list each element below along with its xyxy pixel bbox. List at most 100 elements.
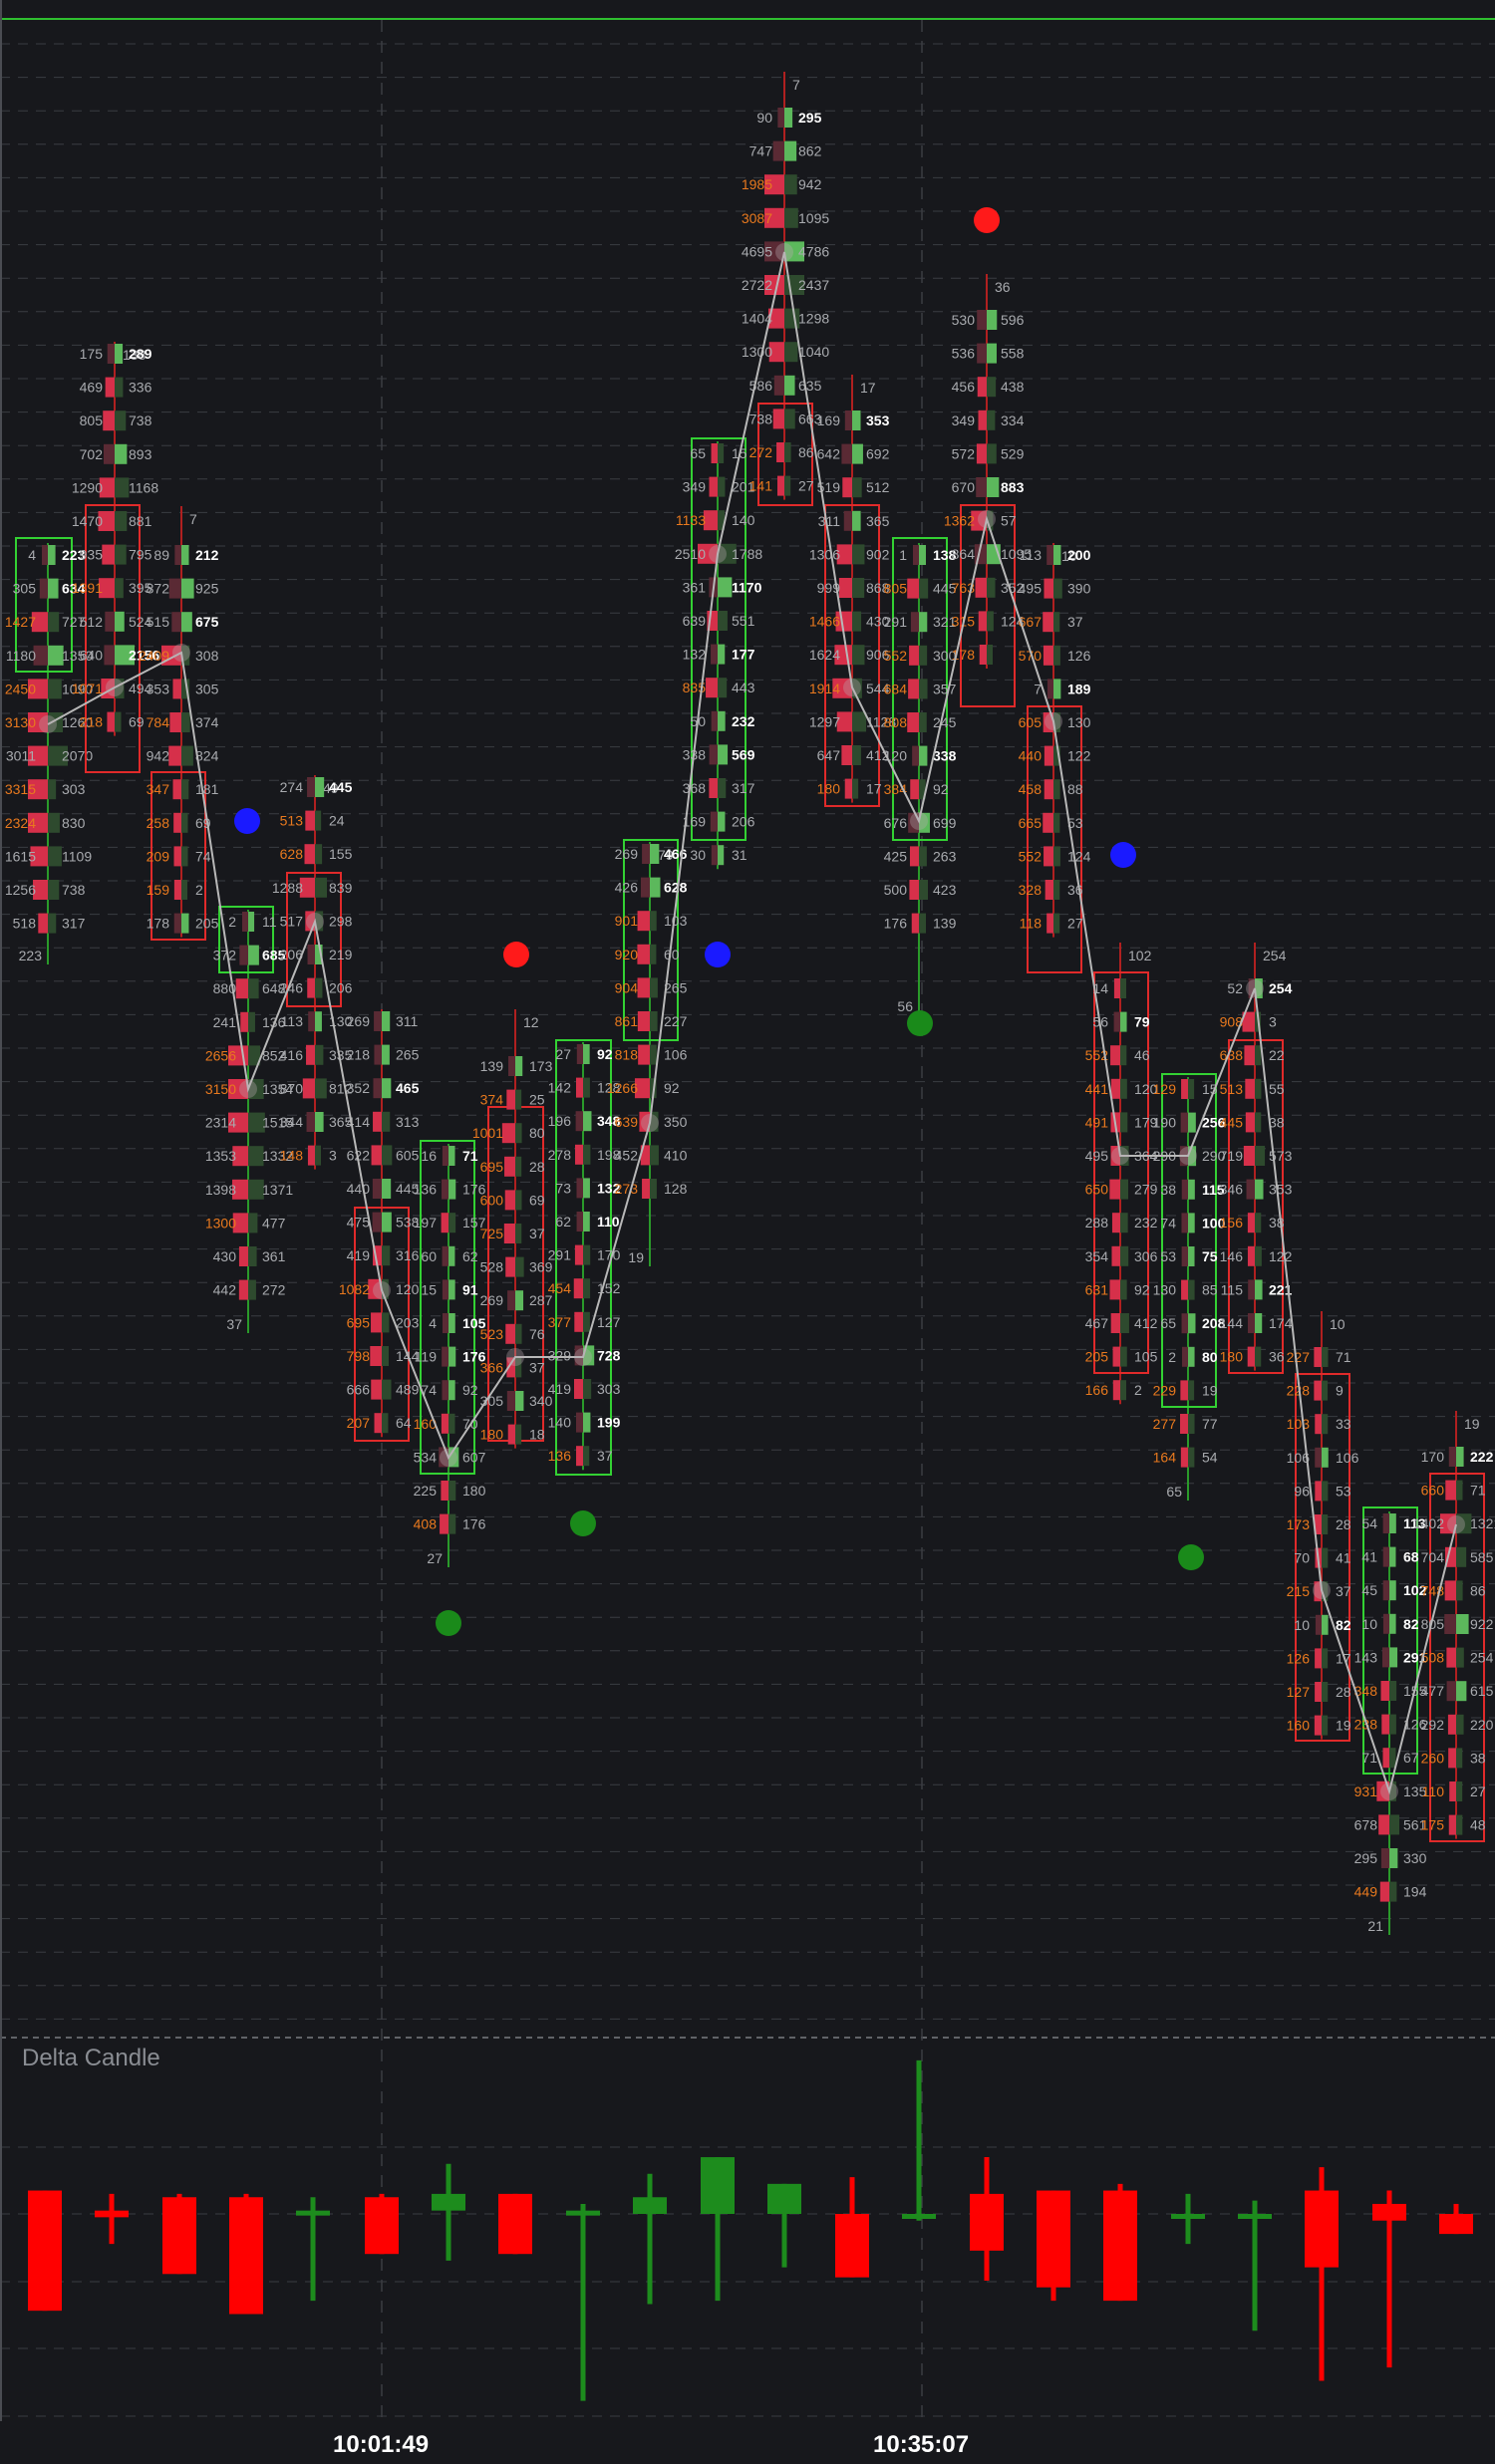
footprint-ask-value: 37 xyxy=(529,1359,545,1375)
bid-volume-bar xyxy=(306,1112,315,1132)
poc-marker xyxy=(1246,979,1264,997)
signal-dot xyxy=(1110,842,1136,868)
bid-volume-bar xyxy=(98,511,115,531)
footprint-top-label: 19 xyxy=(1464,1416,1480,1432)
footprint-bid-value: 408 xyxy=(414,1516,438,1532)
bid-volume-bar xyxy=(373,1111,382,1132)
bid-volume-bar xyxy=(838,578,852,598)
ask-volume-bar xyxy=(1456,1447,1464,1467)
signal-dot xyxy=(1178,1544,1204,1570)
bid-volume-bar xyxy=(711,845,718,866)
ask-volume-bar xyxy=(115,679,125,698)
footprint-ask-value: 2070 xyxy=(62,748,93,764)
ask-volume-bar xyxy=(650,844,660,864)
footprint-bid-value: 920 xyxy=(615,947,639,962)
bid-volume-bar xyxy=(836,544,852,565)
ask-volume-bar xyxy=(515,1156,522,1177)
footprint-bid-value: 1071 xyxy=(72,681,103,696)
bid-volume-bar xyxy=(232,1213,248,1233)
footprint-bid-value: 349 xyxy=(952,412,976,428)
ask-volume-bar xyxy=(48,913,57,934)
bid-volume-bar xyxy=(971,510,987,531)
ask-volume-bar xyxy=(852,778,859,799)
footprint-ask-value: 105 xyxy=(462,1315,486,1331)
footprint-bid-value: 159 xyxy=(147,882,170,898)
bid-volume-bar xyxy=(1382,1513,1389,1533)
footprint-bid-value: 74 xyxy=(421,1382,437,1398)
footprint-bid-value: 160 xyxy=(1287,1718,1311,1734)
bid-volume-bar xyxy=(168,578,181,599)
bid-volume-bar xyxy=(232,1146,248,1167)
ask-volume-bar xyxy=(515,1357,522,1378)
footprint-ask-value: 824 xyxy=(195,748,219,764)
ask-volume-bar xyxy=(1322,1347,1329,1367)
ask-volume-bar xyxy=(181,880,188,900)
bid-volume-bar xyxy=(1046,913,1053,934)
bid-volume-bar xyxy=(308,1011,315,1032)
ask-volume-bar xyxy=(1188,1112,1196,1133)
footprint-bid-value: 500 xyxy=(884,882,908,898)
footprint-ask-value: 57 xyxy=(1001,513,1017,529)
footprint-bid-value: 426 xyxy=(615,880,639,896)
ask-volume-bar xyxy=(181,545,189,565)
footprint-ask-value: 194 xyxy=(1403,1884,1427,1900)
footprint-bid-value: 676 xyxy=(884,815,908,831)
footprint-bid-value: 2 xyxy=(228,914,236,930)
ask-volume-bar xyxy=(1120,1213,1128,1233)
poc-marker xyxy=(172,644,190,662)
footprint-bid-value: 143 xyxy=(1354,1649,1378,1665)
footprint-bid-value: 218 xyxy=(80,714,104,730)
ask-volume-bar xyxy=(515,1290,524,1311)
candle-body-outline xyxy=(420,1140,475,1475)
footprint-ask-value: 102 xyxy=(1403,1582,1427,1598)
footprint-bid-value: 536 xyxy=(952,346,976,362)
bid-volume-bar xyxy=(305,911,315,932)
footprint-bid-value: 118 xyxy=(1020,916,1043,932)
delta-candle-body xyxy=(1037,2190,1070,2288)
ask-volume-bar xyxy=(784,241,804,262)
footprint-bid-value: 349 xyxy=(683,479,707,495)
footprint-bid-value: 1300 xyxy=(205,1215,236,1231)
footprint-ask-value: 352 xyxy=(1001,580,1025,596)
bid-volume-bar xyxy=(912,745,919,766)
ask-volume-bar xyxy=(919,913,926,934)
ask-volume-bar xyxy=(48,745,68,766)
bid-volume-bar xyxy=(844,778,852,799)
footprint-ask-value: 85 xyxy=(1202,1282,1218,1298)
delta-candle-body xyxy=(28,2190,62,2312)
bid-volume-bar xyxy=(772,409,784,429)
footprint-ask-value: 410 xyxy=(664,1147,688,1163)
bid-volume-bar xyxy=(1113,1011,1120,1032)
footprint-ask-value: 308 xyxy=(195,648,219,664)
footprint-bid-value: 119 xyxy=(415,1349,438,1365)
ask-volume-bar xyxy=(1120,1279,1127,1300)
footprint-ask-value: 170 xyxy=(597,1247,621,1263)
footprint-bid-value: 572 xyxy=(952,445,976,461)
bid-volume-bar xyxy=(776,442,784,462)
footprint-ask-value: 830 xyxy=(62,815,86,831)
footprint-ask-value: 64 xyxy=(396,1415,412,1431)
footprint-ask-value: 69 xyxy=(129,714,145,730)
footprint-bid-value: 73 xyxy=(555,1180,571,1196)
footprint-ask-value: 2156 xyxy=(129,647,159,663)
footprint-ask-value: 628 xyxy=(664,880,688,896)
footprint-ask-value: 635 xyxy=(798,378,822,394)
bid-volume-bar xyxy=(709,778,718,798)
bid-volume-bar xyxy=(307,977,315,998)
bid-volume-bar xyxy=(637,1011,650,1031)
ask-volume-bar xyxy=(48,880,60,900)
footprint-bid-value: 2314 xyxy=(205,1115,236,1131)
ask-volume-bar xyxy=(1389,1580,1396,1601)
footprint-ask-value: 122 xyxy=(1269,1248,1293,1264)
ask-volume-bar xyxy=(919,812,930,833)
candle-body-outline xyxy=(892,537,948,841)
bid-volume-bar xyxy=(1111,1245,1120,1266)
ask-volume-bar xyxy=(1053,645,1060,666)
footprint-bid-value: 197 xyxy=(414,1215,438,1231)
footprint-bid-value: 295 xyxy=(1354,1850,1378,1866)
ask-volume-bar xyxy=(919,645,928,666)
bid-volume-bar xyxy=(768,342,784,363)
ask-volume-bar xyxy=(1188,1447,1195,1468)
footprint-ask-value: 177 xyxy=(732,647,755,663)
ask-volume-bar xyxy=(852,611,862,632)
